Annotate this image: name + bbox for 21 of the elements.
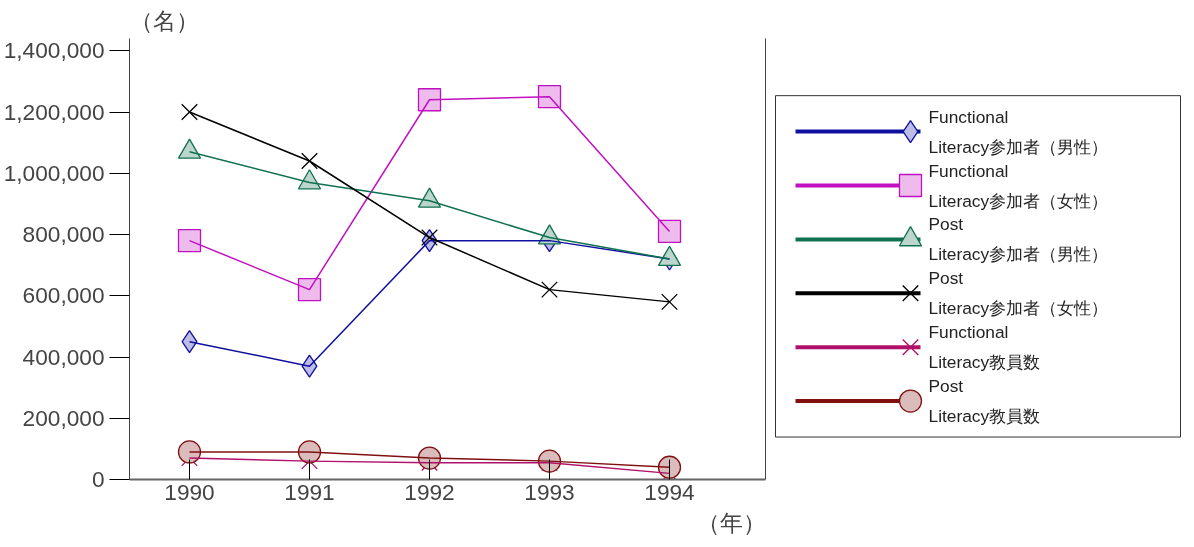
legend-label: Post Literacy参加者（女性） (928, 268, 1109, 319)
y-tick-label: 200,000 (22, 404, 105, 431)
y-tick-label: 1,000,000 (3, 159, 105, 186)
legend-label: Functional Literacy参加者（女性） (928, 160, 1109, 211)
y-tick-label: 1,200,000 (3, 98, 105, 125)
legend-label: Functional Literacy教員数 (928, 322, 1041, 373)
x-tick-label: 1994 (644, 478, 695, 505)
x-tick-label: 1990 (164, 478, 215, 505)
x-tick-label: 1991 (284, 478, 335, 505)
legend-label: Post Literacy参加者（男性） (928, 214, 1109, 265)
y-tick-label: 800,000 (22, 221, 105, 247)
legend-label: Post Literacy教員数 (928, 376, 1041, 427)
y-tick-label: 1,400,000 (3, 37, 105, 64)
x-tick-label: 1993 (524, 478, 575, 505)
y-tick-label: 600,000 (22, 282, 105, 309)
x-tick-label: 1992 (404, 478, 455, 505)
x-axis-title: （年） (696, 509, 766, 536)
y-tick-label: 400,000 (22, 343, 105, 370)
y-tick-label: 0 (91, 466, 105, 492)
y-axis-title: （名） (129, 7, 199, 34)
legend-label: Functional Literacy参加者（男性） (928, 106, 1109, 157)
